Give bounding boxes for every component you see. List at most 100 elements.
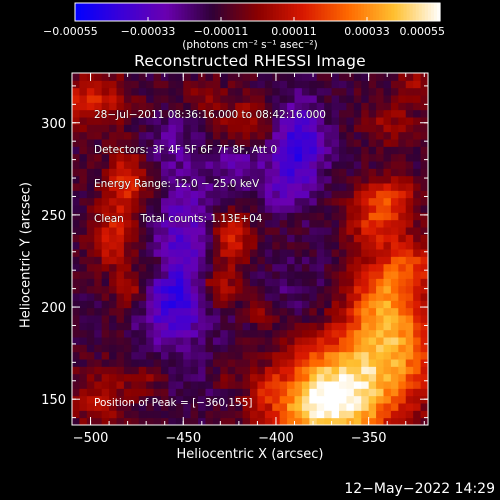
heatmap-cell	[250, 124, 258, 133]
heatmap-cell	[168, 241, 177, 250]
heatmap-cell	[175, 190, 184, 199]
heatmap-cell	[131, 373, 140, 382]
heatmap-cell	[361, 146, 370, 155]
heatmap-cell	[153, 329, 162, 338]
heatmap-cell	[109, 146, 117, 155]
heatmap-cell	[376, 337, 384, 345]
heatmap-cell	[183, 381, 192, 389]
heatmap-cell	[86, 80, 95, 89]
heatmap-cell	[235, 278, 244, 287]
heatmap-cell	[123, 168, 132, 177]
heatmap-cell	[361, 87, 370, 96]
heatmap-cell	[398, 73, 407, 81]
heatmap-cell	[383, 410, 392, 419]
heatmap-cell	[94, 329, 103, 338]
heatmap-cell	[161, 271, 169, 279]
heatmap-cell	[205, 219, 214, 228]
heatmap-cell	[79, 388, 88, 397]
heatmap-cell	[175, 410, 184, 419]
heatmap-cell	[116, 212, 125, 221]
heatmap-cell	[264, 300, 273, 309]
heatmap-cell	[138, 417, 147, 426]
colorbar-segment	[403, 3, 408, 21]
heatmap-cell	[131, 102, 140, 111]
heatmap-cell	[346, 124, 355, 133]
heatmap-cell	[79, 131, 88, 140]
heatmap-cell	[138, 109, 147, 118]
heatmap-cell	[361, 80, 370, 89]
heatmap-cell	[316, 417, 325, 426]
heatmap-cell	[79, 175, 88, 184]
heatmap-cell	[287, 117, 295, 125]
heatmap-cell	[324, 183, 333, 191]
heatmap-cell	[272, 168, 281, 177]
heatmap-cell	[161, 307, 169, 316]
heatmap-cell	[272, 80, 281, 89]
heatmap-cell	[116, 183, 125, 191]
heatmap-cell	[79, 351, 88, 360]
heatmap-cell	[264, 366, 273, 375]
heatmap-cell	[279, 410, 288, 419]
heatmap-cell	[405, 197, 414, 206]
heatmap-cell	[257, 131, 266, 140]
heatmap-cell	[331, 117, 340, 125]
heatmap-cell	[227, 161, 236, 169]
heatmap-cell	[198, 373, 206, 382]
heatmap-cell	[212, 205, 221, 213]
heatmap-cell	[72, 190, 80, 199]
heatmap-cell	[131, 183, 140, 191]
heatmap-cell	[316, 271, 325, 279]
heatmap-cell	[250, 359, 258, 367]
heatmap-cell	[175, 109, 184, 118]
heatmap-cell	[235, 293, 244, 301]
heatmap-cell	[353, 373, 362, 382]
heatmap-cell	[242, 227, 251, 235]
heatmap-cell	[272, 205, 281, 213]
heatmap-cell	[131, 80, 140, 89]
heatmap-cell	[272, 124, 281, 133]
heatmap-cell	[175, 366, 184, 375]
heatmap-cell	[324, 234, 333, 243]
heatmap-cell	[94, 395, 103, 404]
heatmap-cell	[153, 241, 162, 250]
colorbar-segment	[99, 3, 103, 21]
heatmap-cell	[316, 117, 325, 125]
heatmap-cell	[405, 417, 414, 426]
heatmap-cell	[146, 241, 155, 250]
heatmap-cell	[405, 315, 414, 323]
heatmap-cell	[198, 190, 206, 199]
heatmap-cell	[361, 249, 370, 257]
heatmap-cell	[227, 307, 236, 316]
heatmap-cell	[413, 161, 422, 169]
heatmap-cell	[116, 410, 125, 419]
heatmap-cell	[101, 212, 110, 221]
heatmap-cell	[123, 146, 132, 155]
heatmap-cell	[376, 417, 384, 426]
heatmap-cell	[116, 153, 125, 162]
heatmap-cell	[235, 300, 244, 309]
heatmap-cell	[383, 344, 392, 353]
colorbar-segment	[260, 3, 265, 21]
heatmap-cell	[116, 373, 125, 382]
heatmap-cell	[220, 212, 229, 221]
heatmap-cell	[205, 234, 214, 243]
heatmap-cell	[190, 124, 199, 133]
heatmap-cell	[331, 73, 340, 81]
heatmap-cell	[383, 205, 392, 213]
heatmap-cell	[398, 87, 407, 96]
heatmap-cell	[72, 131, 80, 140]
heatmap-cell	[383, 388, 392, 397]
heatmap-cell	[220, 249, 229, 257]
heatmap-cell	[79, 395, 88, 404]
heatmap-cell	[123, 410, 132, 419]
heatmap-cell	[398, 366, 407, 375]
heatmap-cell	[383, 263, 392, 272]
heatmap-cell	[123, 293, 132, 301]
heatmap-cell	[361, 124, 370, 133]
heatmap-cell	[175, 212, 184, 221]
heatmap-cell	[398, 300, 407, 309]
heatmap-cell	[361, 271, 370, 279]
heatmap-cell	[109, 344, 117, 353]
heatmap-cell	[146, 219, 155, 228]
heatmap-cell	[205, 344, 214, 353]
